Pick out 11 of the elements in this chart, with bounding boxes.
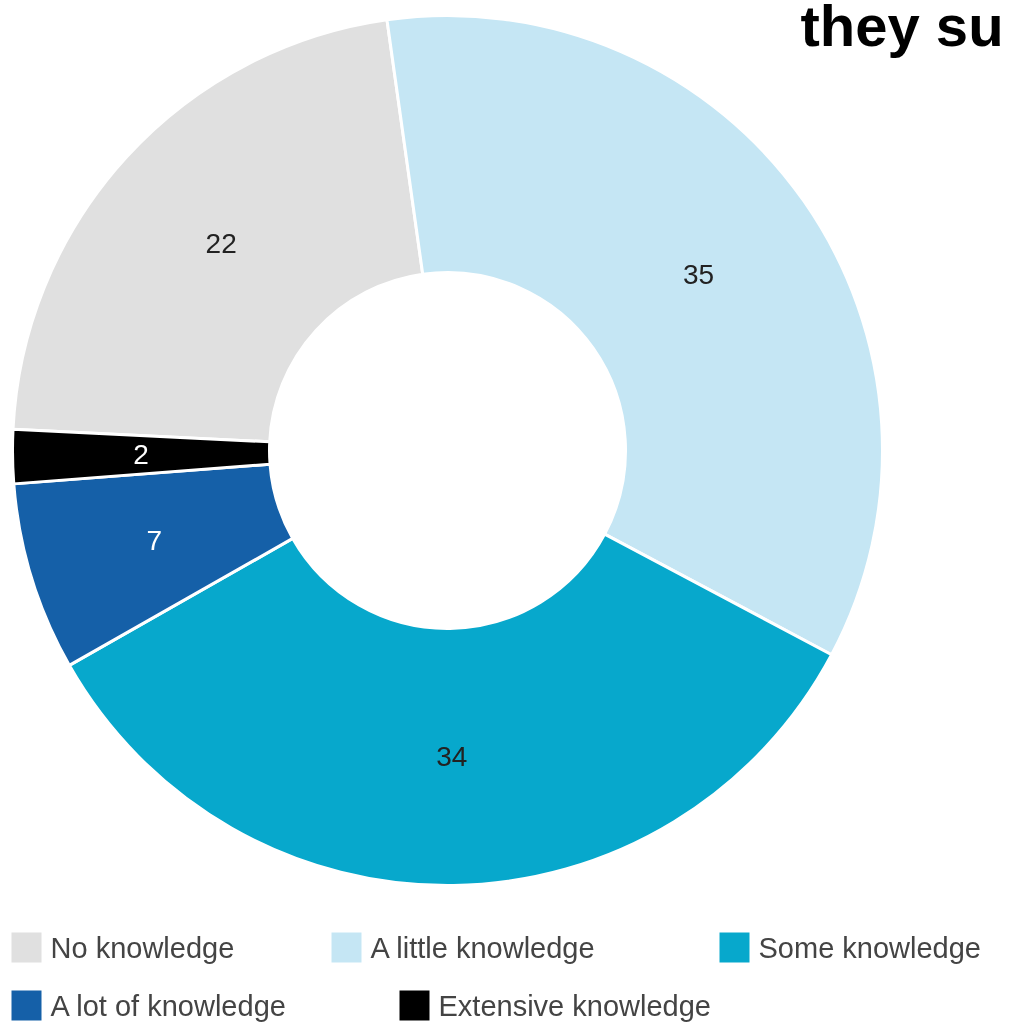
legend-label: A little knowledge [370,931,595,964]
legend-label: Extensive knowledge [438,989,711,1022]
data-label: 22 [205,228,237,260]
legend-label: A lot of knowledge [50,989,286,1022]
legend-label: Some knowledge [758,931,981,964]
data-label: 35 [683,259,715,291]
legend-label: No knowledge [50,931,235,964]
data-label: 2 [133,439,149,471]
data-label: 7 [146,524,163,556]
text: they su [800,0,1004,58]
data-label: 34 [436,741,468,773]
